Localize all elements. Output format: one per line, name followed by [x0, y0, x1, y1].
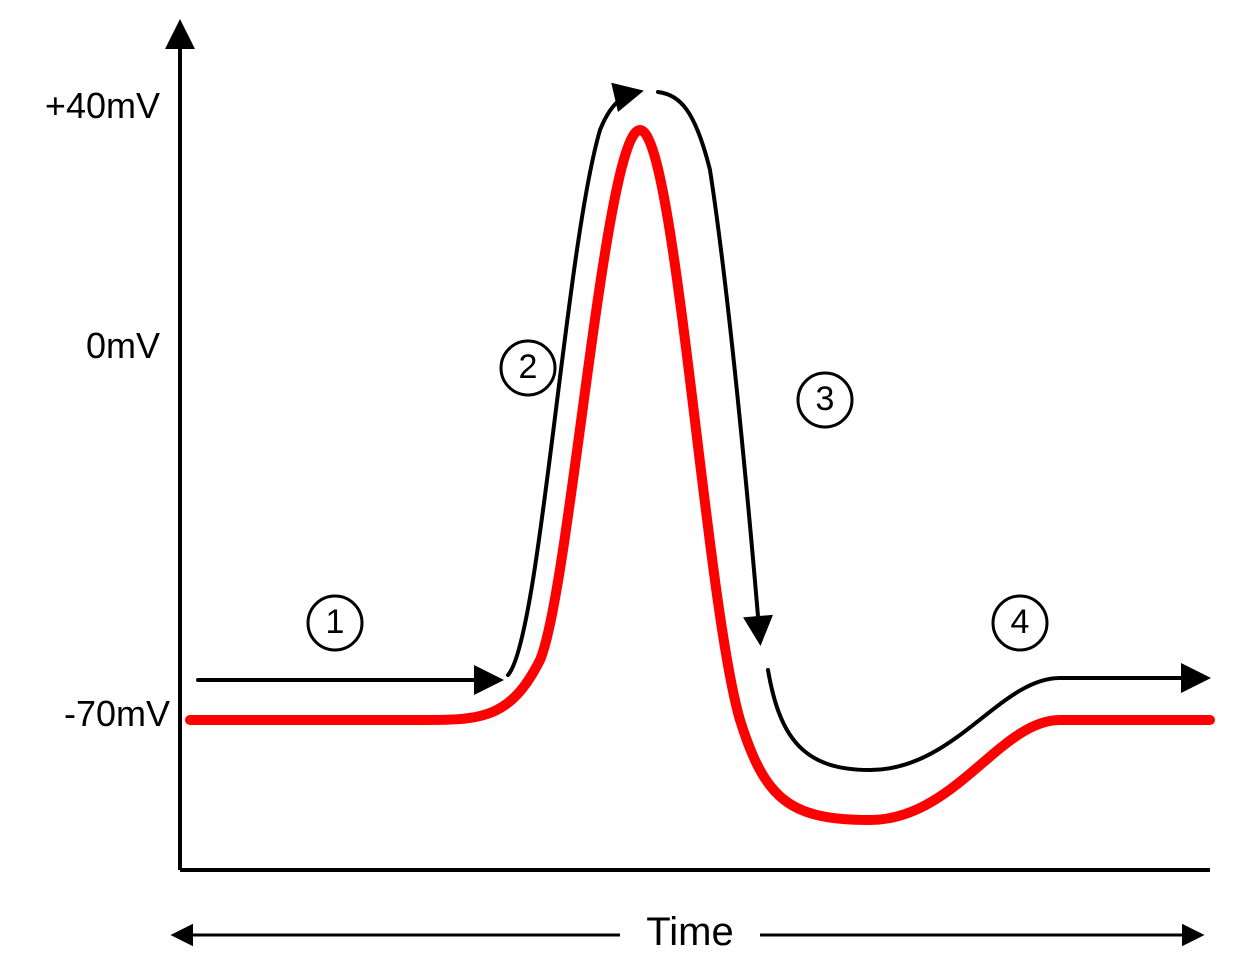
phase-markers — [308, 341, 1047, 650]
y-tick-minus70: -70mV — [0, 693, 170, 735]
phase-marker-1-label: 1 — [320, 603, 350, 642]
phase-marker-2-label: 2 — [513, 348, 543, 387]
y-tick-0: 0mV — [0, 325, 160, 367]
trace-black-arrows — [198, 92, 1205, 770]
phase-3b-hyperpolarization — [768, 670, 870, 770]
y-tick-plus40: +40mV — [0, 85, 160, 127]
action-potential-diagram: +40mV 0mV -70mV Time 1 2 3 4 — [0, 0, 1236, 965]
phase-marker-4-label: 4 — [1005, 603, 1035, 642]
x-axis-label-time: Time — [620, 910, 760, 955]
trace-red — [190, 130, 1210, 820]
phase-marker-3-label: 3 — [810, 380, 840, 419]
plot-svg — [0, 0, 1236, 965]
